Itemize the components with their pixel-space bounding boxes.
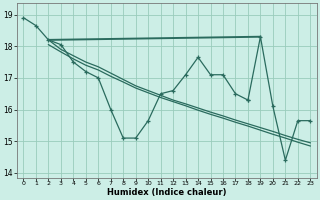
X-axis label: Humidex (Indice chaleur): Humidex (Indice chaleur): [107, 188, 227, 197]
